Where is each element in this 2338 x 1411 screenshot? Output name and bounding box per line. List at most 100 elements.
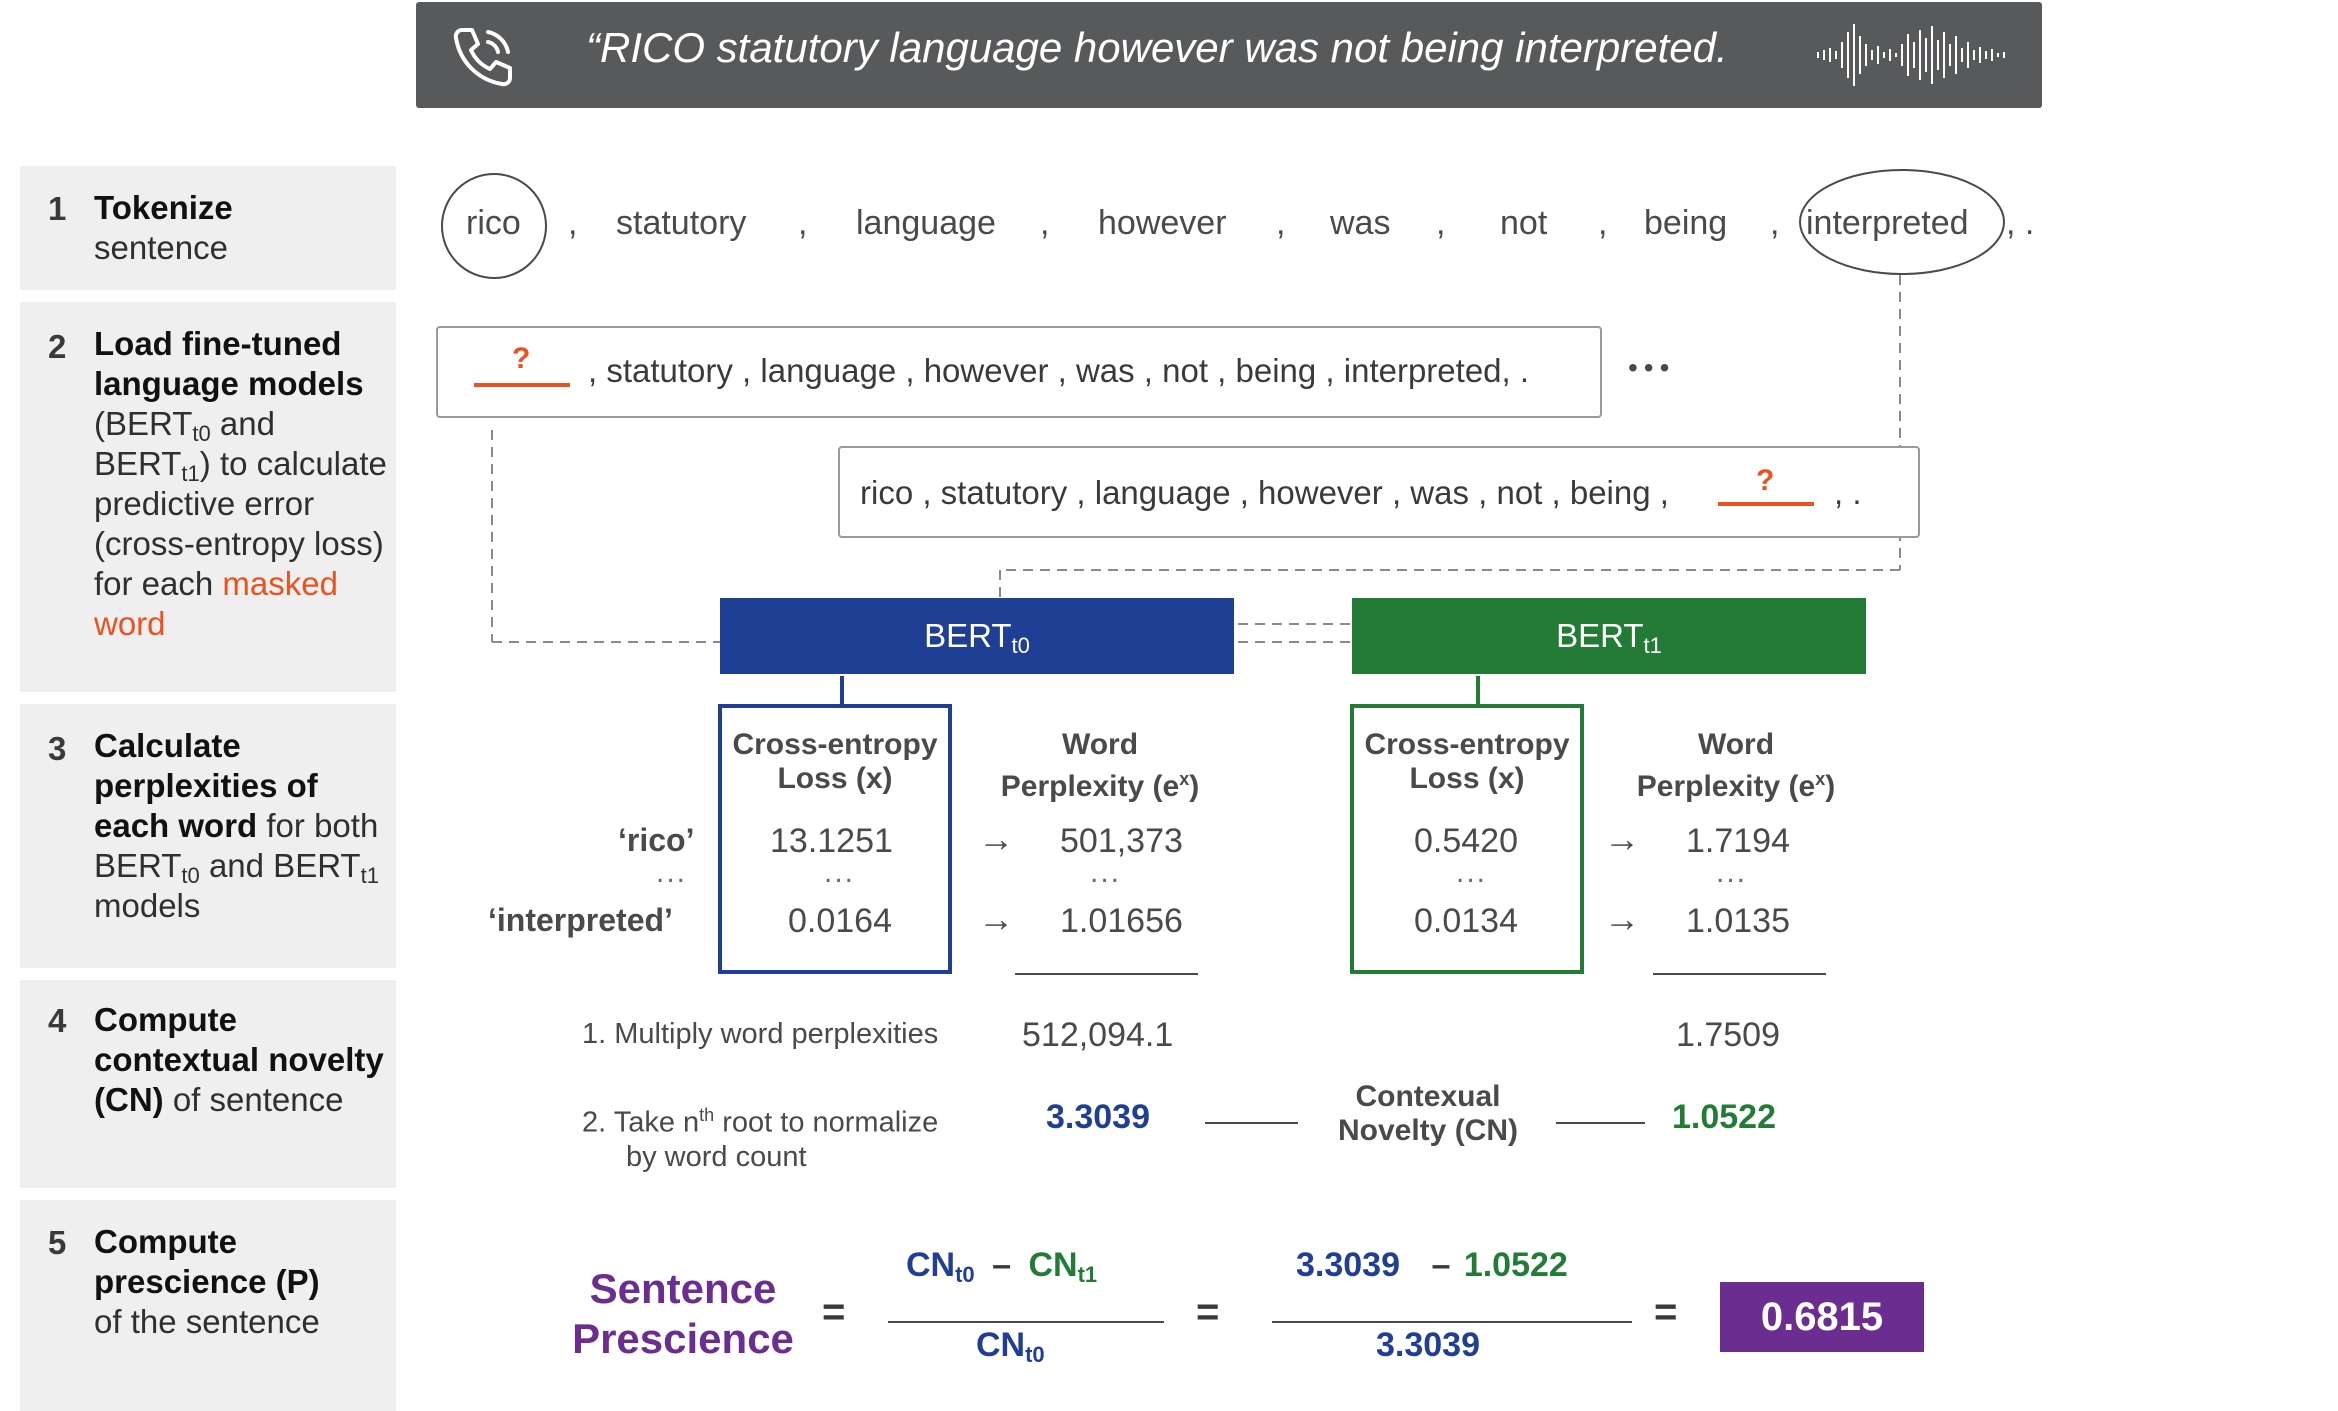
label-text: Prescience [572, 1315, 794, 1362]
cn-step-2-label: 2. Take nth root to normalize by word co… [582, 1098, 938, 1174]
token-comma: , [1276, 204, 1286, 242]
perplexity-t1-interpreted: 1.0135 [1686, 902, 1790, 940]
model-subscript: t1 [1643, 633, 1662, 658]
sentence-prescience-label: Sentence Prescience [568, 1264, 798, 1364]
mask-blank [474, 383, 570, 387]
loss-t0-rico: 13.1251 [770, 822, 893, 860]
token-comma: , [1040, 204, 1050, 242]
mask-question-mark: ? [1756, 464, 1775, 497]
perplexity-t1-rico: 1.7194 [1686, 822, 1790, 860]
row-ellipsis: ... [824, 856, 856, 889]
model-name: (BERT [94, 405, 193, 442]
step-description: for both BERT [94, 807, 379, 884]
label-text: Novelty (CN) [1337, 1114, 1518, 1147]
equals-sign: = [822, 1290, 846, 1334]
token-statutory: statutory [616, 204, 747, 242]
step-title: Calculate perplexities of each word [94, 727, 318, 844]
cn-subscript: t0 [1025, 1342, 1045, 1367]
cn-term: CN [1028, 1246, 1078, 1284]
header-superscript: x [1179, 769, 1190, 789]
bert-t1-model: BERTt1 [1352, 598, 1866, 674]
minus-sign: – [1431, 1246, 1451, 1284]
token-was: was [1330, 204, 1391, 242]
label-text: Sentence [589, 1265, 777, 1312]
loss-header-t1: Cross-entropy Loss (x) [1352, 728, 1582, 796]
header-line: Word [1697, 728, 1775, 761]
soundwave-icon [1817, 24, 2005, 86]
token-however: however [1098, 204, 1227, 242]
quote-text: “RICO statutory language however was not… [586, 24, 1728, 71]
label-superscript: th [699, 1105, 715, 1125]
token-comma: , [1436, 204, 1446, 242]
formula-numerator: CNt0 – CNt1 [906, 1246, 1097, 1287]
cn-subscript: t0 [955, 1262, 975, 1287]
row-ellipsis: ... [1716, 856, 1748, 889]
token-language: language [856, 204, 996, 242]
step-description: of the sentence [94, 1303, 320, 1340]
bert-t0-model: BERTt0 [720, 598, 1234, 674]
label-text: root to normalize [714, 1106, 939, 1139]
numerator-value: 1.0522 [1463, 1246, 1568, 1284]
token-not: not [1500, 204, 1548, 242]
word-label-interpreted: ‘interpreted’ [488, 902, 673, 938]
step-description: models [94, 887, 201, 924]
model-subscript: t0 [192, 421, 211, 446]
product-t0: 512,094.1 [1022, 1016, 1174, 1054]
step-number: 5 [48, 1224, 67, 1261]
ellipsis-dots: ••• [1628, 352, 1676, 383]
header-line: ) [1189, 770, 1200, 803]
label-text: by word count [626, 1140, 807, 1173]
step-title: Compute contextual novelty (CN) [94, 1001, 384, 1118]
step-description: ) to calculate predictive error (cross-e… [94, 445, 387, 602]
perplexity-header-t0: Word Perplexity (ex) [990, 728, 1210, 804]
header-line: Perplexity (e [1000, 770, 1180, 803]
cn-term: CN [976, 1326, 1026, 1364]
arrow-icon: → [978, 898, 1014, 939]
token-comma: , [1598, 204, 1608, 242]
cn-term: CN [906, 1246, 956, 1284]
masked-sentence-2 [838, 446, 1920, 538]
step-number: 2 [48, 328, 67, 365]
equals-sign: = [1196, 1290, 1220, 1334]
formula-denominator: CNt0 [976, 1326, 1045, 1367]
model-subscript: t1 [360, 863, 379, 888]
model-subscript: t0 [1011, 633, 1030, 658]
masked-sentence-1 [436, 326, 1602, 418]
product-t1: 1.7509 [1676, 1016, 1780, 1054]
row-ellipsis: ... [1456, 856, 1488, 889]
loss-t1-interpreted: 0.0134 [1414, 902, 1518, 940]
label-text: 2. Take n [582, 1106, 700, 1139]
perplexity-header-t1: Word Perplexity (ex) [1626, 728, 1846, 804]
step-number: 3 [48, 730, 67, 767]
mask-blank [1718, 502, 1814, 506]
model-subscript: t0 [181, 863, 200, 888]
model-name: BERT [94, 445, 182, 482]
equals-sign: = [1654, 1290, 1678, 1334]
step-3-panel: 3 Calculate perplexities of each word fo… [20, 704, 396, 968]
step-number: 4 [48, 1002, 67, 1039]
loss-t0-interpreted: 0.0164 [788, 902, 892, 940]
header-line: ) [1825, 770, 1836, 803]
step-title: Load fine-tuned language models [94, 325, 364, 402]
loss-box-t1 [1350, 704, 1584, 974]
cn-label: Contexual Novelty (CN) [1306, 1080, 1550, 1148]
label-text: Contexual [1355, 1080, 1501, 1113]
cn-t1-value: 1.0522 [1672, 1098, 1776, 1136]
token-interpreted: interpreted [1806, 204, 1969, 242]
numeric-denominator: 3.3039 [1376, 1326, 1480, 1364]
token-comma: , [568, 204, 578, 242]
token-rico: rico [466, 204, 521, 242]
header-line: Cross-entropy [1364, 728, 1570, 761]
arrow-icon: → [978, 818, 1014, 859]
step-2-panel: 2 Load fine-tuned language models (BERTt… [20, 302, 396, 692]
step-description: of sentence [163, 1081, 344, 1118]
header-superscript: x [1815, 769, 1826, 789]
header-line: Loss (x) [1409, 762, 1525, 795]
cn-t0-value: 3.3039 [1046, 1098, 1150, 1136]
model-name: BERT [1556, 617, 1644, 654]
loss-header-t0: Cross-entropy Loss (x) [720, 728, 950, 796]
prescience-result: 0.6815 [1720, 1282, 1924, 1352]
token-being: being [1644, 204, 1728, 242]
token-comma: , [1770, 204, 1780, 242]
masked-sentence-2-text: rico , statutory , language , however , … [860, 474, 1669, 511]
